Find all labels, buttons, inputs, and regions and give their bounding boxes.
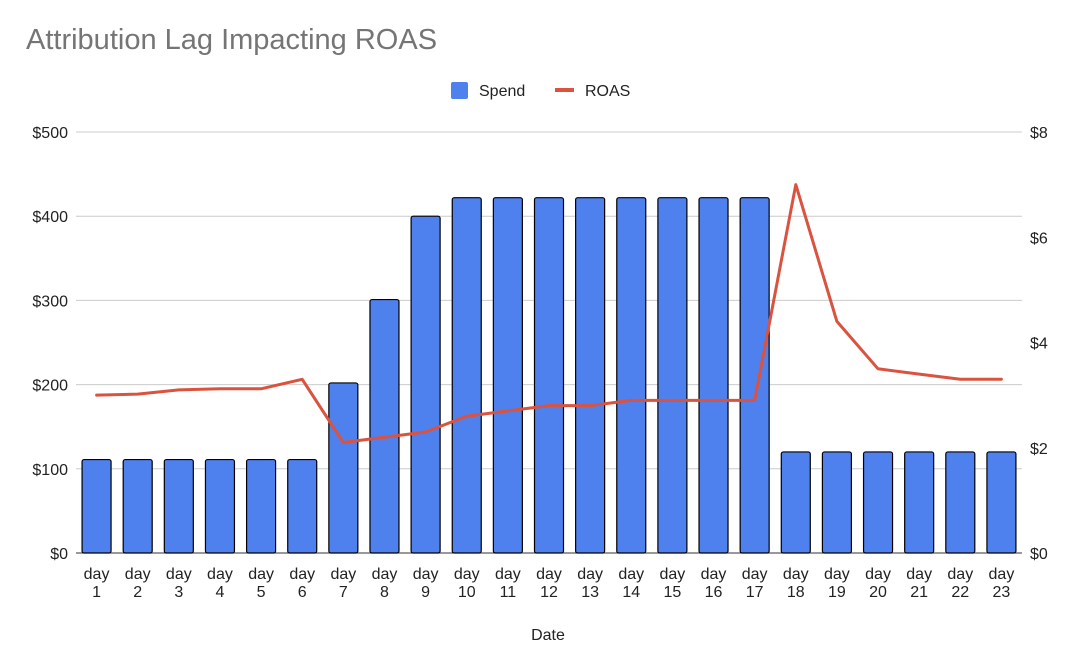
spend-bar [287, 458, 318, 554]
spend-bar [698, 197, 729, 554]
spend-bar [986, 451, 1017, 554]
x-tick-label: day 3 [166, 566, 192, 601]
x-tick-label: day 8 [372, 566, 398, 601]
legend-spend-label: Spend [479, 83, 525, 100]
spend-bar [81, 458, 112, 554]
y-left-tick-label: $500 [32, 125, 68, 142]
spend-bar [328, 382, 359, 554]
x-axis-title: Date [531, 627, 565, 644]
spend-bar [739, 197, 770, 554]
spend-bar [862, 451, 894, 554]
chart-title: Attribution Lag Impacting ROAS [26, 24, 438, 56]
roas-line [95, 183, 1003, 444]
spend-bar [657, 197, 688, 554]
x-tick-label: day 6 [289, 566, 315, 601]
spend-bar [163, 458, 194, 554]
roas-line-layer [95, 183, 1003, 444]
y-left-tick-label: $300 [32, 293, 68, 310]
spend-bar [369, 298, 400, 554]
x-tick-label: day 15 [659, 566, 685, 601]
x-tick-label: day 18 [783, 566, 809, 601]
y-left-tick-label: $400 [32, 209, 68, 226]
y-left-tick-label: $0 [50, 546, 68, 563]
legend-roas-label: ROAS [585, 83, 630, 100]
x-tick-label: day 13 [577, 566, 603, 601]
x-tick-label: day 10 [454, 566, 480, 601]
spend-bar [780, 451, 811, 554]
spend-bar [533, 197, 565, 554]
x-tick-label: day 5 [248, 566, 274, 601]
spend-bar [904, 451, 935, 554]
spend-bar [410, 215, 441, 554]
x-tick-label: day 9 [413, 566, 439, 601]
x-tick-label: day 4 [207, 566, 233, 601]
y-right-tick-label: $2 [1030, 441, 1048, 458]
x-tick-label: day 22 [947, 566, 973, 601]
x-tick-label: day 1 [84, 566, 110, 601]
spend-bar [575, 197, 606, 554]
y-right-tick-label: $4 [1030, 336, 1048, 353]
x-tick-label: day 2 [125, 566, 151, 601]
x-tick-label: day 17 [742, 566, 768, 601]
legend: Spend ROAS [451, 82, 630, 100]
x-tick-label: day 16 [701, 566, 727, 601]
spend-bar [122, 458, 153, 554]
x-tick-label: day 14 [618, 566, 644, 601]
spend-bar [821, 451, 853, 554]
spend-bars [81, 197, 1017, 554]
y-left-tick-label: $200 [32, 378, 68, 395]
axis-labels: $0 $100 $200 $300 $400 $500 $0 $2 $4 $6 $8 day 1 day 2… [32, 125, 1047, 644]
spend-bar [945, 451, 976, 554]
spend-bar [616, 197, 647, 554]
x-tick-label: day 12 [536, 566, 562, 601]
spend-bar [492, 197, 523, 554]
spend-bar [451, 197, 482, 554]
x-tick-label: day 20 [865, 566, 891, 601]
x-tick-label: day 23 [989, 566, 1015, 601]
x-tick-label: day 19 [824, 566, 850, 601]
y-left-tick-label: $100 [32, 462, 68, 479]
legend-roas-swatch [555, 88, 574, 92]
x-tick-label: day 11 [495, 566, 521, 601]
x-tick-label: day 7 [330, 566, 356, 601]
y-right-tick-label: $8 [1030, 125, 1048, 142]
y-right-tick-label: $6 [1030, 230, 1048, 247]
spend-bar [245, 458, 277, 554]
spend-bar [204, 458, 236, 554]
x-tick-label: day 21 [906, 566, 932, 601]
y-right-tick-label: $0 [1030, 546, 1048, 563]
legend-spend-swatch [451, 82, 468, 99]
